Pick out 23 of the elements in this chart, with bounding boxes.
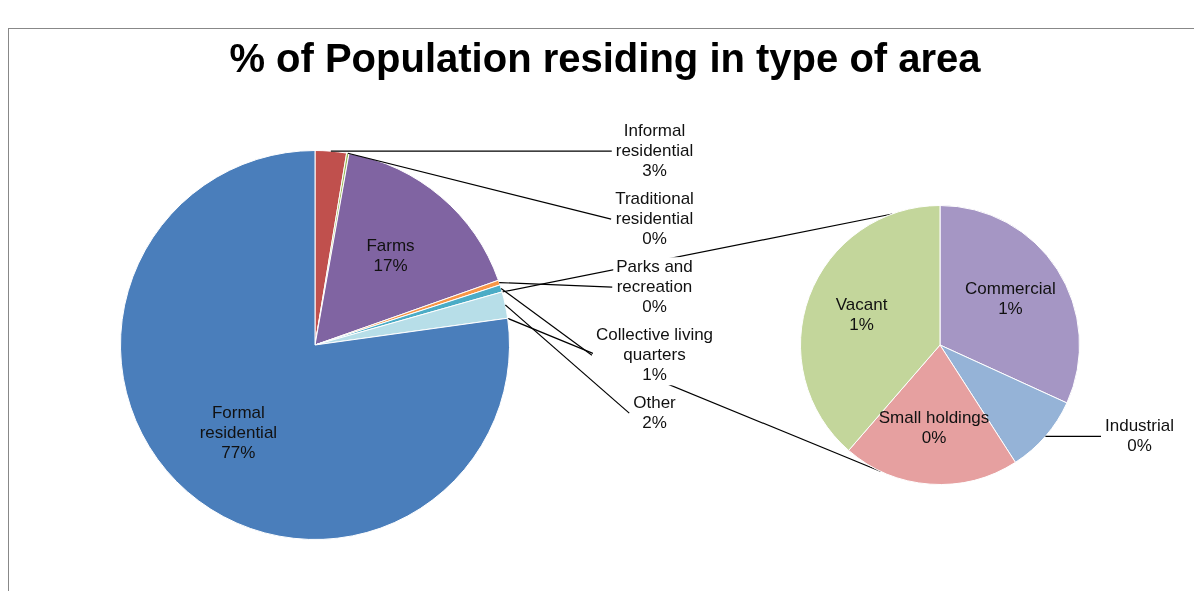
- data-label: 1%: [998, 299, 1023, 319]
- data-label: 0%: [1127, 436, 1152, 456]
- chart-title: % of Population residing in type of area: [228, 36, 982, 81]
- slice-label: Commercial: [965, 279, 1056, 299]
- slice-label: Traditional residential: [615, 188, 694, 228]
- slice-label: Informal residential: [615, 120, 694, 160]
- data-label: 3%: [642, 160, 667, 180]
- slice-label: Other: [633, 392, 677, 412]
- data-label: 2%: [642, 412, 667, 432]
- data-label: 0%: [921, 428, 947, 448]
- data-label: 1%: [849, 315, 874, 335]
- slice-label: Vacant: [835, 295, 888, 315]
- data-label: 77%: [221, 442, 256, 462]
- slice-label: Industrial: [1105, 416, 1174, 436]
- data-label: 0%: [642, 296, 667, 316]
- data-label: 1%: [642, 364, 667, 384]
- slice-label: Formal residential: [199, 402, 278, 442]
- slice-label: Small holdings: [878, 408, 990, 428]
- data-label: 0%: [642, 228, 667, 248]
- slice-label: Collective living quarters: [595, 324, 714, 364]
- slice-label: Farms: [366, 235, 415, 255]
- slice-label: Parks and recreation: [616, 256, 693, 296]
- data-label: 17%: [373, 255, 408, 275]
